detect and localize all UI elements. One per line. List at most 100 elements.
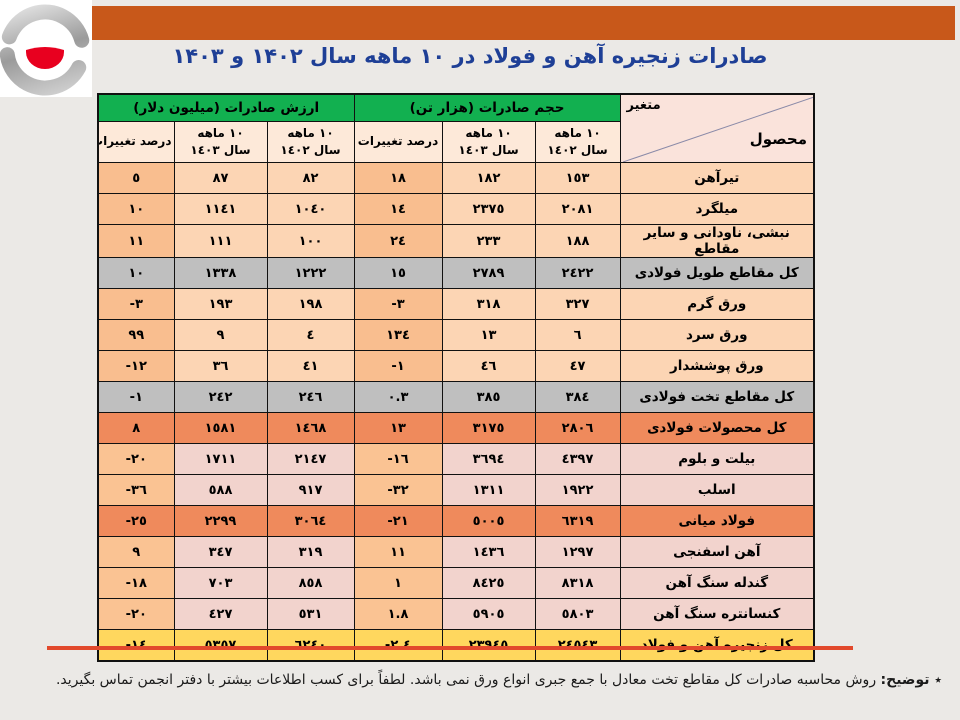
value-1403-cell: ١٧١١ [173, 443, 268, 475]
volume-1403-cell: ١٣ [441, 319, 536, 351]
volume-pct-cell: -١٦ [353, 443, 443, 475]
product-cell: ورق گرم [619, 288, 815, 320]
val-1402-header: ١٠ ماهه سال ١٤٠٢ [266, 121, 355, 163]
product-cell: ورق پوششدار [619, 350, 815, 382]
product-cell: بیلت و بلوم [619, 443, 815, 475]
vol-1402-header: ١٠ ماهه سال ١٤٠٢ [534, 121, 621, 163]
product-cell: کل مقاطع طویل فولادی [619, 257, 815, 289]
value-1403-cell: ٣٤٧ [173, 536, 268, 568]
volume-1402-cell: ١٩٢٢ [534, 474, 621, 506]
corner-product-label: محصول [749, 129, 808, 148]
product-cell: تیرآهن [619, 162, 815, 194]
value-pct-cell: -٢٠ [97, 598, 175, 630]
value-pct-cell: -١٢ [97, 350, 175, 382]
corner-variable-label: متغیر [626, 97, 661, 113]
value-1402-cell: ٥٣١ [266, 598, 355, 630]
table-row: ورق پوششدار ٤٧ ٤٦ -١ ٤١ ٣٦ -١٢ [97, 350, 815, 382]
corner-cell: متغیر محصول [619, 93, 815, 163]
value-1402-cell: ١٤٦٨ [266, 412, 355, 444]
table-row: کل مقاطع طویل فولادی ٢٤٢٢ ٢٧٨٩ ١٥ ١٢٢٢ ١٣٣٨ ١٠ [97, 257, 815, 289]
value-1403-cell: ٢٢٩٩ [173, 505, 268, 537]
table-row: میلگرد ٢٠٨١ ٢٣٧٥ ١٤ ١٠٤٠ ١١٤١ ١٠ [97, 193, 815, 225]
footnote: ٭ توضیح: روش محاسبه صادرات کل مقاطع تخت … [22, 672, 942, 688]
diagonal-divider [622, 96, 814, 162]
value-pct-cell: ٩٩ [97, 319, 175, 351]
product-cell: گندله سنگ آهن [619, 567, 815, 599]
red-divider-rule [47, 646, 853, 650]
volume-1403-cell: ٢٣٣ [441, 224, 536, 258]
volume-group-header: حجم صادرات (هزار تن) [353, 93, 621, 122]
header-row-groups: متغیر محصول حجم صادرات (هزار تن) ارزش صا… [97, 93, 815, 163]
table-row: کل مقاطع تخت فولادی ٣٨٤ ٣٨٥ ٠.٣ ٢٤٦ ٢٤٢ -١ [97, 381, 815, 413]
volume-1403-cell: ٤٦ [441, 350, 536, 382]
volume-1402-cell: ٨٣١٨ [534, 567, 621, 599]
value-1402-cell: ١٠٠ [266, 224, 355, 258]
volume-pct-cell: ١٣ [353, 412, 443, 444]
table-row: بیلت و بلوم ٤٣٩٧ ٣٦٩٤ -١٦ ٢١٤٧ ١٧١١ -٢٠ [97, 443, 815, 475]
table-row: فولاد میانی ٦٣١٩ ٥٠٠٥ -٢١ ٣٠٦٤ ٢٢٩٩ -٢٥ [97, 505, 815, 537]
table-row: نبشی، ناودانی و سایر مقاطع ١٨٨ ٢٣٣ ٢٤ ١٠٠ ١١١… [97, 224, 815, 258]
volume-1403-cell: ٣٦٩٤ [441, 443, 536, 475]
value-1402-cell: ١٠٤٠ [266, 193, 355, 225]
table-row: کنسانتره سنگ آهن ٥٨٠٣ ٥٩٠٥ ١.٨ ٥٣١ ٤٢٧ -٢٠ [97, 598, 815, 630]
product-cell: اسلب [619, 474, 815, 506]
table-row: اسلب ١٩٢٢ ١٣١١ -٣٢ ٩١٧ ٥٨٨ -٣٦ [97, 474, 815, 506]
volume-pct-cell: -٣٢ [353, 474, 443, 506]
volume-1403-cell: ٥٠٠٥ [441, 505, 536, 537]
volume-pct-cell: -٣ [353, 288, 443, 320]
volume-1403-cell: ١٨٢ [441, 162, 536, 194]
value-1402-cell: ٤١ [266, 350, 355, 382]
vol-pct-header: درصد تغییرات [353, 121, 443, 163]
product-cell: میلگرد [619, 193, 815, 225]
value-1403-cell: ٥٣٥٧ [173, 629, 268, 662]
value-1403-cell: ١٣٣٨ [173, 257, 268, 289]
value-1402-cell: ١٩٨ [266, 288, 355, 320]
value-pct-cell: -٢٥ [97, 505, 175, 537]
val-pct-header: درصد تغییرات [97, 121, 175, 163]
volume-1402-cell: ٣٨٤ [534, 381, 621, 413]
product-cell: کل زنجیره آهن و فولاد [619, 629, 815, 662]
volume-pct-cell: ١٤ [353, 193, 443, 225]
value-1402-cell: ٤ [266, 319, 355, 351]
volume-1402-cell: ٢٨٠٦ [534, 412, 621, 444]
volume-1403-cell: ٨٤٢٥ [441, 567, 536, 599]
table-row: آهن اسفنجی ١٢٩٧ ١٤٣٦ ١١ ٣١٩ ٣٤٧ ٩ [97, 536, 815, 568]
header-row-columns: ١٠ ماهه سال ١٤٠٢ ١٠ ماهه سال ١٤٠٣ درصد ت… [97, 121, 814, 163]
product-cell: ورق سرد [619, 319, 815, 351]
volume-1402-cell: ٣٢٧ [534, 288, 621, 320]
footnote-body: روش محاسبه صادرات کل مقاطع تخت معادل با … [55, 672, 881, 688]
value-1403-cell: ١٥٨١ [173, 412, 268, 444]
vol-1403-header: ١٠ ماهه سال ١٤٠٣ [441, 121, 536, 163]
product-cell: کل مقاطع تخت فولادی [619, 381, 815, 413]
value-1402-cell: ٢١٤٧ [266, 443, 355, 475]
value-pct-cell: -١٤ [97, 629, 175, 662]
value-pct-cell: -٣ [97, 288, 175, 320]
value-1403-cell: ٨٧ [173, 162, 268, 194]
volume-1402-cell: ٦٣١٩ [534, 505, 621, 537]
value-1403-cell: ٤٢٧ [173, 598, 268, 630]
value-1403-cell: ٢٤٢ [173, 381, 268, 413]
volume-pct-cell: ١١ [353, 536, 443, 568]
volume-1403-cell: ١٤٣٦ [441, 536, 536, 568]
product-cell: آهن اسفنجی [619, 536, 815, 568]
product-cell: کل محصولات فولادی [619, 412, 815, 444]
volume-pct-cell: ٢٤ [353, 224, 443, 258]
footnote-prefix: ٭ توضیح: [880, 672, 942, 688]
table-row: ورق گرم ٣٢٧ ٣١٨ -٣ ١٩٨ ١٩٣ -٣ [97, 288, 815, 320]
value-pct-cell: ١٠ [97, 193, 175, 225]
value-1403-cell: ١١١ [173, 224, 268, 258]
volume-1403-cell: ١٣١١ [441, 474, 536, 506]
volume-1403-cell: ٢٣٧٥ [441, 193, 536, 225]
volume-pct-cell: -٢.٤ [353, 629, 443, 662]
volume-1402-cell: ٢٠٨١ [534, 193, 621, 225]
volume-1403-cell: ٣١٧٥ [441, 412, 536, 444]
association-logo [0, 0, 92, 97]
volume-pct-cell: -١ [353, 350, 443, 382]
value-1402-cell: ٨٥٨ [266, 567, 355, 599]
volume-1402-cell: ١٥٣ [534, 162, 621, 194]
value-1403-cell: ١٩٣ [173, 288, 268, 320]
value-1402-cell: ٣٠٦٤ [266, 505, 355, 537]
value-1403-cell: ٥٨٨ [173, 474, 268, 506]
value-pct-cell: ٨ [97, 412, 175, 444]
